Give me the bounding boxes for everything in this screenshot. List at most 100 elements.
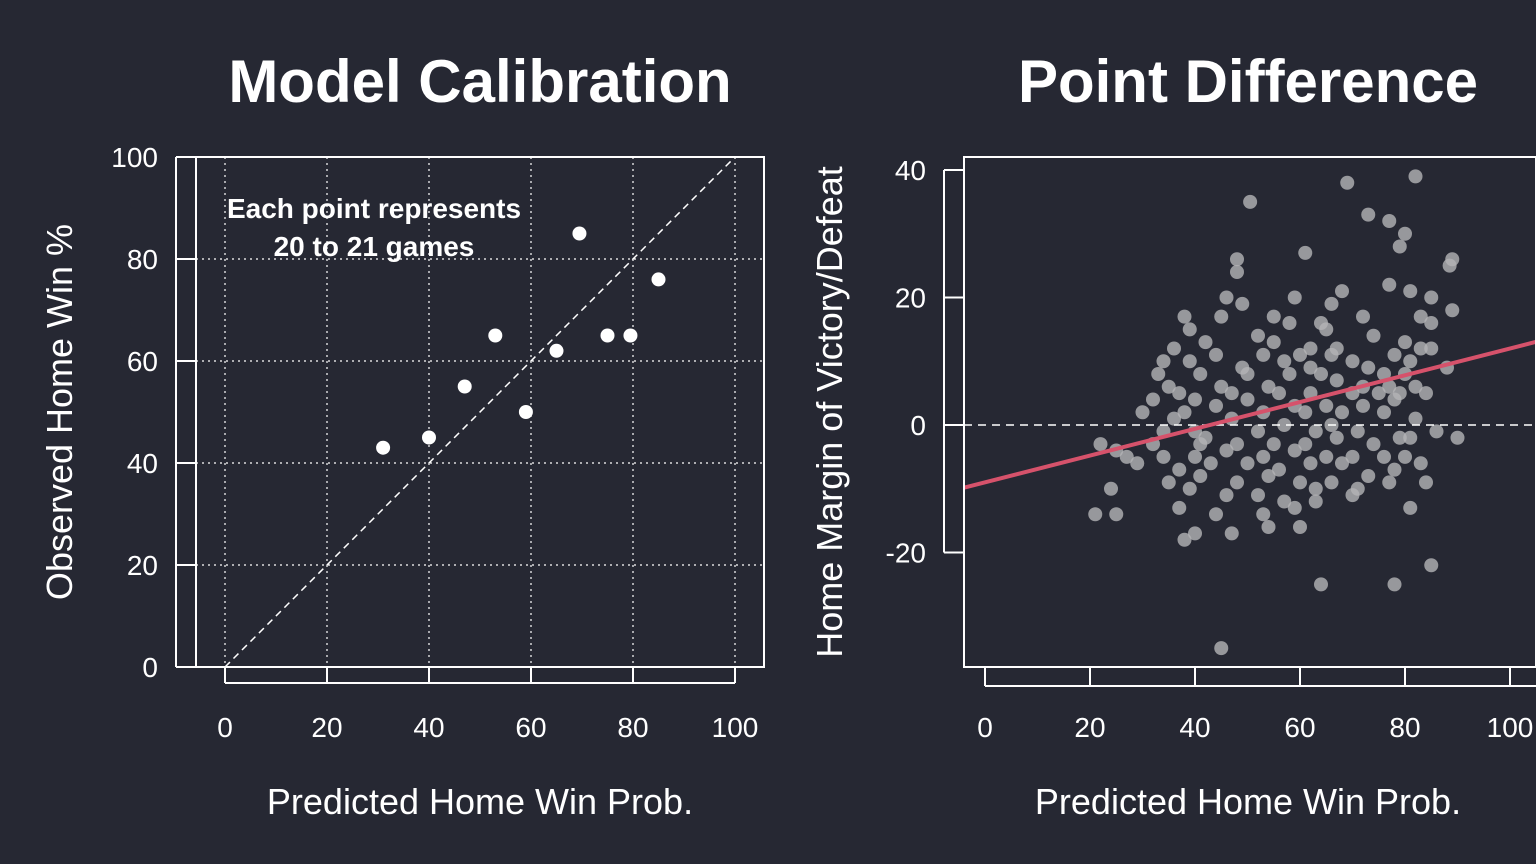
calibration-point	[623, 328, 638, 343]
point-difference-point	[1214, 309, 1229, 324]
point-difference-point	[1329, 373, 1344, 388]
point-difference-point	[1243, 194, 1258, 209]
calibration-x-tick-label: 20	[311, 712, 342, 743]
point-difference-point	[1287, 500, 1302, 515]
point-difference-point	[1093, 437, 1108, 452]
point-difference-point	[1298, 437, 1313, 452]
point-difference-point	[1361, 469, 1376, 483]
point-difference-point	[1266, 437, 1281, 452]
point-difference-point	[1266, 335, 1281, 350]
calibration-reference-line	[224, 156, 736, 668]
point-difference-point	[1277, 418, 1292, 432]
point-difference-point	[1392, 239, 1407, 254]
point-difference-point	[1356, 398, 1370, 413]
calibration-point	[457, 379, 472, 394]
point-difference-trend-line	[963, 339, 1536, 490]
point-difference-point	[1272, 386, 1286, 401]
point-difference-point	[1424, 558, 1439, 573]
point-difference-point	[1329, 430, 1344, 445]
calibration-x-tick-label: 0	[217, 712, 233, 743]
point-difference-point	[1319, 398, 1334, 413]
point-difference-point	[1172, 386, 1187, 401]
point-difference-point	[1377, 367, 1391, 381]
point-difference-y-tick-label: 0	[910, 410, 926, 441]
point-difference-point	[1272, 462, 1286, 477]
point-difference-point	[1161, 475, 1176, 490]
point-difference-point	[1298, 405, 1313, 420]
point-difference-point	[1287, 290, 1302, 305]
point-difference-point	[1419, 475, 1433, 490]
point-difference-plot-frame	[963, 156, 1536, 668]
calibration-y-axis-label: Observed Home Win %	[39, 224, 80, 600]
calibration-y-tick-label: 0	[142, 652, 158, 683]
point-difference-point	[1251, 328, 1265, 343]
point-difference-point	[1293, 475, 1307, 490]
calibration-x-tick-label: 100	[712, 712, 759, 743]
point-difference-point	[1224, 526, 1239, 541]
point-difference-x-tick-label: 40	[1179, 712, 1210, 743]
point-difference-point	[1240, 392, 1255, 407]
calibration-annotation-line-1: Each point represents	[227, 193, 521, 224]
point-difference-point	[1182, 354, 1197, 369]
point-difference-point	[1361, 207, 1376, 222]
point-difference-point	[1230, 437, 1244, 452]
point-difference-point	[1188, 449, 1202, 464]
point-difference-point	[1387, 577, 1402, 592]
calibration-y-tick-label: 60	[127, 346, 158, 377]
point-difference-point	[1219, 488, 1234, 503]
point-difference-point	[1256, 507, 1271, 522]
point-difference-point	[1282, 367, 1297, 381]
point-difference-point	[1366, 328, 1381, 343]
point-difference-point	[1109, 507, 1124, 522]
calibration-y-tick-label: 20	[127, 550, 158, 581]
point-difference-point	[1408, 379, 1423, 394]
point-difference-panel: Point Difference 0 20 40 60 80 100 -20 0 20 40 Pr…	[809, 48, 1536, 822]
point-difference-y-tick-label: 20	[895, 283, 926, 314]
point-difference-point	[1314, 367, 1328, 381]
point-difference-point	[1382, 277, 1397, 292]
calibration-plot-frame	[195, 156, 765, 668]
point-difference-point	[1167, 341, 1181, 356]
calibration-panel: Model Calibration 0 20 40 60 80 100 0 20 40 60 80 1…	[39, 48, 765, 822]
point-difference-point	[1408, 169, 1423, 184]
point-difference-point	[1382, 379, 1397, 394]
point-difference-point	[1188, 392, 1202, 407]
point-difference-point	[1261, 379, 1276, 394]
point-difference-point	[1319, 322, 1334, 337]
point-difference-point	[1335, 284, 1349, 299]
calibration-axes: 0 20 40 60 80 100 0 20 40 60 80 100	[111, 142, 758, 743]
point-difference-point	[1345, 354, 1360, 369]
point-difference-point	[1335, 456, 1349, 471]
point-difference-point	[1293, 520, 1307, 534]
point-difference-point	[1366, 437, 1381, 452]
point-difference-point	[1230, 252, 1244, 267]
point-difference-point	[1209, 347, 1223, 362]
point-difference-point	[1298, 245, 1313, 260]
point-difference-point	[1345, 449, 1360, 464]
point-difference-point	[1277, 494, 1292, 509]
point-difference-point	[1214, 379, 1229, 394]
point-difference-point	[1377, 405, 1391, 420]
point-difference-point	[1403, 354, 1418, 369]
point-difference-point	[1345, 488, 1360, 503]
point-difference-point	[1450, 430, 1465, 445]
calibration-x-tick-label: 80	[617, 712, 648, 743]
point-difference-point	[1261, 520, 1276, 534]
point-difference-point	[1403, 430, 1418, 445]
point-difference-x-tick-label: 60	[1284, 712, 1315, 743]
point-difference-point	[1219, 290, 1234, 305]
point-difference-point	[1361, 360, 1376, 375]
point-difference-point	[1324, 296, 1339, 311]
point-difference-point	[1377, 449, 1391, 464]
calibration-point	[518, 405, 533, 419]
point-difference-y-axis-label: Home Margin of Victory/Defeat	[809, 166, 850, 658]
point-difference-point	[1135, 405, 1150, 420]
point-difference-point	[1303, 341, 1318, 356]
calibration-y-tick-label: 40	[127, 448, 158, 479]
point-difference-point	[1335, 405, 1349, 420]
point-difference-point	[1442, 258, 1457, 273]
point-difference-point	[1398, 449, 1412, 464]
point-difference-point	[1261, 469, 1276, 483]
point-difference-point	[1293, 347, 1307, 362]
